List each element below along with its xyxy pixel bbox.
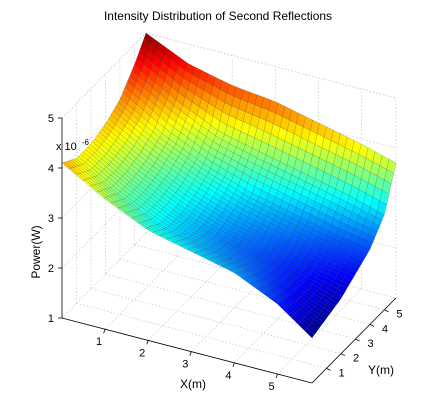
floor-grid-line [119,259,371,325]
floor-grid-line [134,244,385,311]
y-tick-label: 5 [396,309,402,321]
z-tick-label: 3 [48,213,54,225]
y-tick-mark [326,367,331,371]
floor-grid-line [234,277,319,364]
x-tick-label: 4 [225,370,231,382]
box-edge [145,32,397,99]
z-tick-label: 2 [48,263,54,275]
x-tick-label: 2 [139,347,145,359]
y-tick-mark [369,324,375,327]
z-exponent-base: x 10 [56,141,77,153]
chart-title: Intensity Distribution of Second Reflect… [104,9,332,23]
floor-grid-line [191,266,276,352]
floor-grid-line [277,288,362,375]
x-tick-label: 3 [182,359,188,371]
x-tick-mark [146,340,149,345]
x-tick-mark [275,373,278,379]
floor-grid-line [147,255,233,341]
floor-grid-line [76,303,327,369]
y-axis-label: Y(m) [368,363,394,377]
wall-grid-line [61,182,147,269]
y-tick-label: 1 [338,367,344,379]
floor-grid-line [104,243,190,330]
z-exponent-label: x 10 -6 [56,138,90,153]
y-tick-mark [340,353,346,357]
floor-grid-line [105,273,356,340]
wall-grid-line [61,232,147,319]
x-tick-mark [103,329,106,334]
z-tick-label: 1 [48,313,54,325]
y-tick-label: 4 [382,323,388,335]
x-tick-label: 5 [268,381,274,393]
x-tick-label: 1 [96,336,102,348]
y-tick-mark [384,309,389,313]
x-tick-mark [189,351,192,356]
y-tick-label: 3 [367,338,373,350]
x-tick-mark [232,362,235,367]
axes-box [58,117,397,384]
x-axis-line [61,317,313,384]
y-axis-line [311,297,397,384]
z-exponent-power: -6 [82,138,90,147]
surface-mesh [61,32,397,339]
z-tick-label: 5 [48,113,54,125]
wall-grid-line [61,82,147,169]
box-edge [61,32,147,119]
floor-grid-line [90,288,342,355]
z-axis-label: Power(W) [29,225,43,278]
x-axis-label: X(m) [180,377,206,391]
y-tick-mark [355,338,360,342]
surface-cell [304,328,315,339]
y-tick-label: 2 [353,353,359,365]
z-tick-label: 4 [48,163,54,175]
